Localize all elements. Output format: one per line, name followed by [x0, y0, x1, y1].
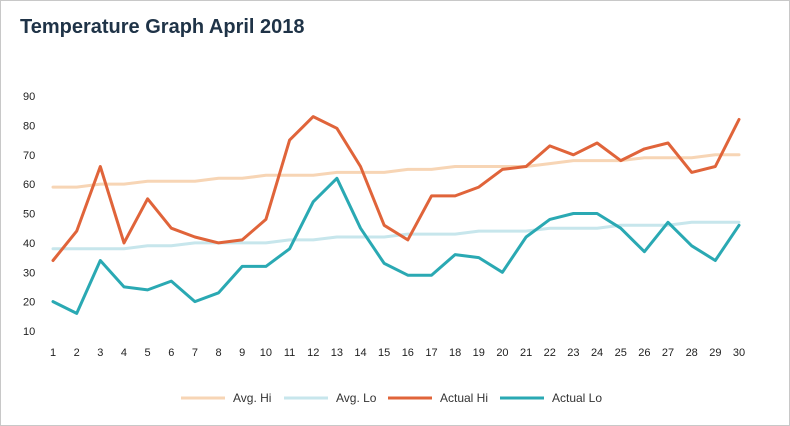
x-tick-label: 23	[567, 347, 579, 359]
x-tick-label: 25	[615, 347, 627, 359]
y-tick-label: 50	[23, 209, 35, 221]
series-line-actual-lo	[51, 176, 741, 315]
y-tick-label: 20	[23, 297, 35, 309]
x-tick-label: 20	[496, 347, 508, 359]
x-tick-label: 3	[97, 347, 103, 359]
x-tick-label: 18	[449, 347, 461, 359]
series-line-actual-hi	[51, 115, 741, 262]
legend-label: Avg. Lo	[336, 391, 377, 405]
x-tick-label: 15	[378, 347, 390, 359]
chart-title: Temperature Graph April 2018	[20, 16, 305, 38]
y-tick-label: 70	[23, 150, 35, 162]
x-tick-label: 29	[709, 347, 721, 359]
x-tick-label: 27	[662, 347, 674, 359]
x-tick-label: 17	[425, 347, 437, 359]
series-line-avg-hi	[51, 153, 741, 189]
x-tick-label: 19	[473, 347, 485, 359]
x-tick-label: 5	[145, 347, 151, 359]
x-tick-label: 14	[354, 347, 366, 359]
y-tick-label: 60	[23, 179, 35, 191]
x-tick-label: 10	[260, 347, 272, 359]
legend-label: Actual Lo	[552, 391, 602, 405]
x-tick-label: 6	[168, 347, 174, 359]
x-tick-label: 30	[733, 347, 745, 359]
y-tick-label: 10	[23, 326, 35, 338]
x-tick-label: 24	[591, 347, 603, 359]
chart-legend: Avg. Hi Avg. Lo Actual Hi Actual Lo	[181, 391, 602, 405]
y-tick-label: 90	[23, 91, 35, 103]
y-tick-label: 40	[23, 238, 35, 250]
x-tick-label: 2	[74, 347, 80, 359]
x-tick-label: 12	[307, 347, 319, 359]
legend-label: Actual Hi	[440, 391, 488, 405]
x-tick-label: 1	[50, 347, 56, 359]
series-line-avg-lo	[51, 220, 741, 251]
y-tick-label: 30	[23, 267, 35, 279]
x-tick-label: 8	[216, 347, 222, 359]
x-tick-label: 4	[121, 347, 127, 359]
x-tick-label: 26	[638, 347, 650, 359]
x-tick-label: 13	[331, 347, 343, 359]
x-tick-label: 11	[284, 347, 295, 359]
x-tick-label: 21	[520, 347, 532, 359]
series-lines	[51, 115, 741, 315]
y-tick-label: 80	[23, 120, 35, 132]
x-tick-label: 7	[192, 347, 198, 359]
y-axis-ticks: 10 20 30 40 50 60 70 80 90	[23, 91, 35, 338]
x-tick-label: 9	[239, 347, 245, 359]
x-tick-label: 22	[544, 347, 556, 359]
x-axis-ticks: 1 2 3 4 5 6 7 8 9 10 11 12 13 14 15 16 17 18 19 20 21 22 23 24 2…	[50, 347, 745, 359]
x-tick-label: 16	[402, 347, 414, 359]
x-tick-label: 28	[686, 347, 698, 359]
legend-label: Avg. Hi	[233, 391, 271, 405]
